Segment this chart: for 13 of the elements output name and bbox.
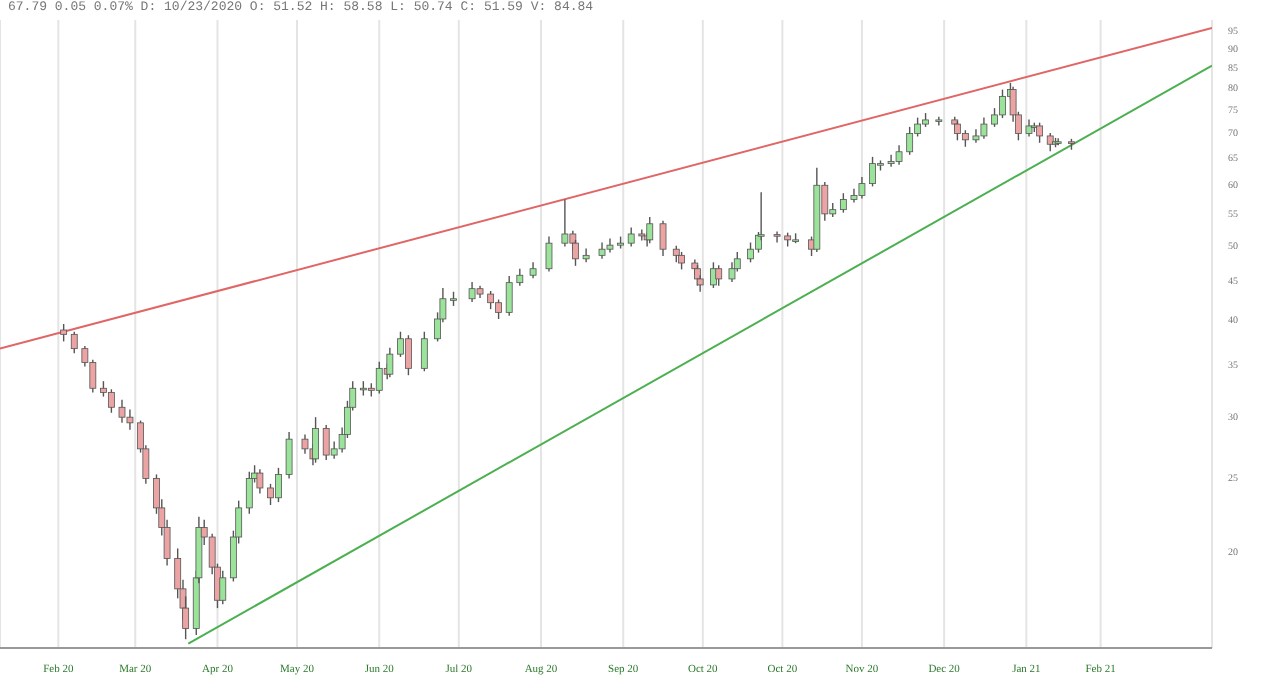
candlestick bbox=[495, 298, 502, 320]
candlestick bbox=[747, 241, 754, 264]
candlestick bbox=[420, 331, 428, 372]
candlestick bbox=[219, 569, 227, 605]
candlestick bbox=[545, 235, 553, 273]
candlestick bbox=[715, 264, 723, 287]
candlestick bbox=[182, 595, 190, 640]
candlestick bbox=[405, 334, 412, 376]
candlestick bbox=[468, 281, 476, 303]
candlestick bbox=[1046, 132, 1054, 152]
candlestick bbox=[646, 216, 654, 244]
candlestick bbox=[322, 424, 330, 461]
candlestick bbox=[659, 219, 667, 257]
